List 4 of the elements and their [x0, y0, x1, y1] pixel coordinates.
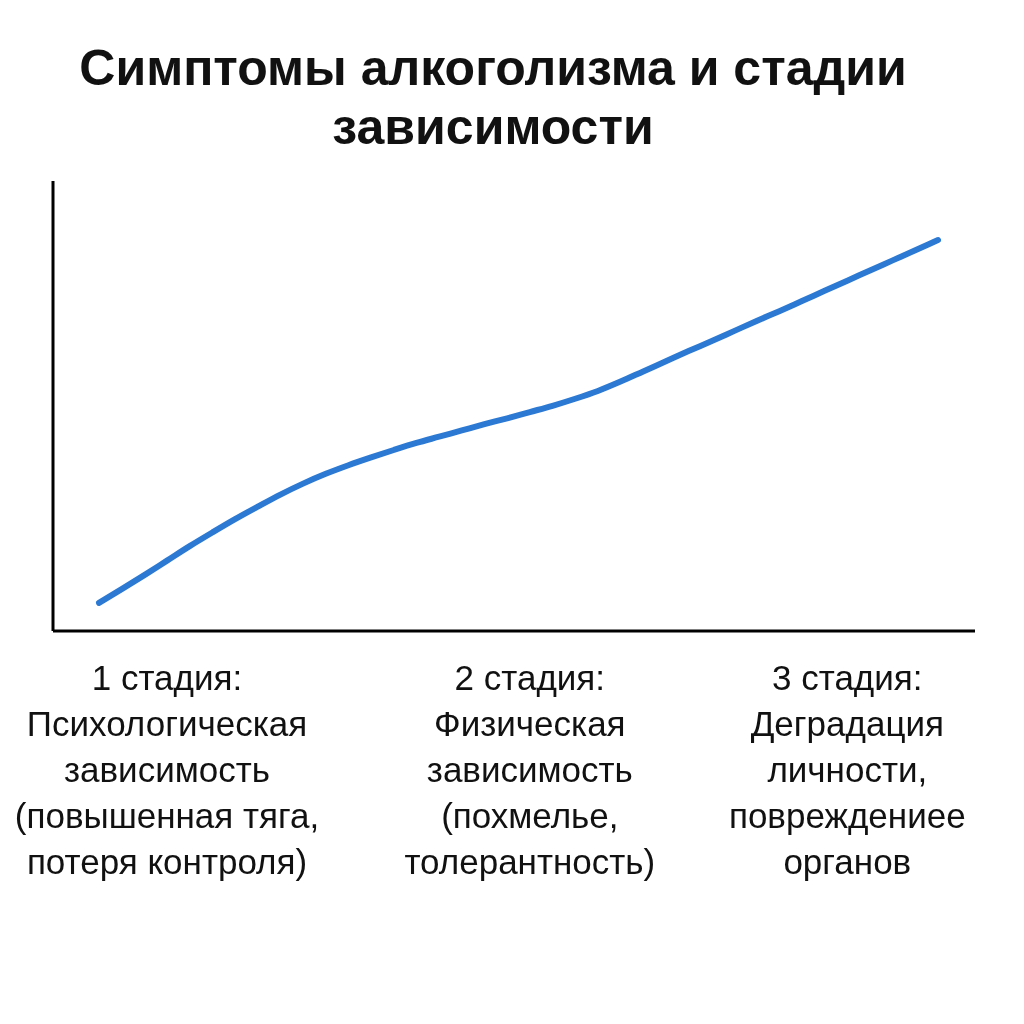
x-tick-label: 3 стадия: Деградация личности, повреждениее органов — [728, 658, 966, 881]
x-tick-label: 1 стадия: Психологическая зависимость (повышенная тяга, потеря контроля) — [14, 658, 320, 881]
x-tick-label: 2 стадия: Физическая зависимость (похмелье, толерантность) — [404, 658, 656, 881]
chart-title: Симптомы алкоголизма и стадии зависимости — [78, 39, 908, 157]
